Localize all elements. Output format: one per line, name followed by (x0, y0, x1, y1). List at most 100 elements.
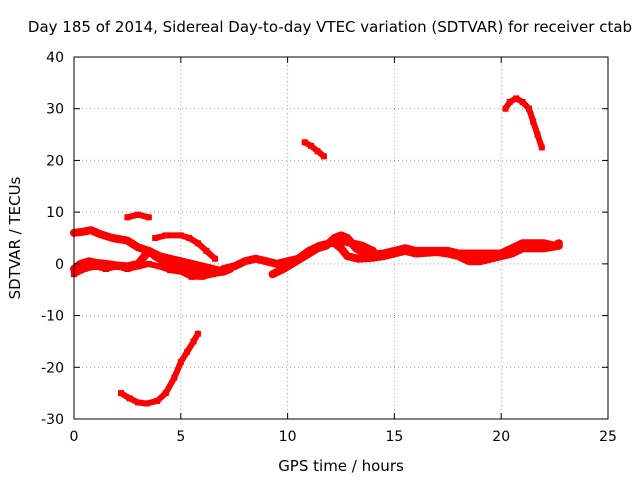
data-point (171, 374, 178, 381)
series-track-a (118, 330, 201, 407)
data-point (280, 266, 287, 272)
data-point (156, 263, 163, 270)
data-point (177, 232, 184, 239)
data-point (288, 260, 295, 267)
data-point (323, 242, 329, 249)
data-point (92, 259, 99, 266)
data-point (141, 253, 148, 260)
chart-title: Day 185 of 2014, Sidereal Day-to-day VTE… (28, 18, 632, 36)
data-point (162, 232, 169, 239)
data-point (513, 95, 520, 102)
data-point (402, 247, 409, 254)
data-point (177, 268, 184, 275)
data-point (135, 244, 142, 251)
data-point (252, 255, 259, 262)
data-point (273, 260, 280, 267)
data-point (530, 245, 537, 252)
y-axis-label: SDTVAR / TECUs (6, 176, 24, 299)
data-point (331, 240, 338, 247)
data-point (209, 266, 216, 272)
data-point (145, 214, 152, 221)
data-point (88, 227, 95, 234)
data-point (199, 273, 206, 280)
data-point (143, 400, 150, 407)
data-point (444, 250, 451, 257)
data-point (508, 245, 515, 252)
data-point (476, 250, 483, 257)
data-point (177, 359, 184, 366)
data-point (194, 330, 201, 337)
data-point (297, 255, 304, 262)
data-point (209, 271, 216, 278)
data-point (103, 260, 109, 267)
data-point (353, 245, 359, 252)
data-point (355, 255, 362, 262)
data-point (162, 390, 169, 397)
data-point (344, 235, 351, 241)
data-point (177, 263, 184, 270)
data-point (145, 247, 152, 254)
data-point (188, 273, 195, 280)
data-point (96, 230, 103, 237)
axis-ticks (73, 56, 609, 420)
data-point (81, 266, 88, 272)
data-point (241, 258, 248, 265)
plot-frame (73, 56, 609, 420)
data-point (306, 250, 312, 257)
data-point (135, 263, 142, 270)
data-point (152, 253, 159, 260)
data-point (314, 245, 321, 252)
data-point (169, 260, 176, 267)
data-point (188, 268, 195, 275)
data-point (184, 348, 191, 355)
x-tick-label: 25 (599, 429, 617, 445)
data-point (135, 399, 142, 406)
y-tick-label: -10 (41, 309, 64, 325)
data-point (538, 144, 545, 151)
data-point (284, 258, 291, 265)
data-point (361, 250, 368, 257)
x-tick-label: 15 (385, 429, 403, 445)
data-point (152, 235, 159, 241)
x-tick-label: 0 (70, 429, 79, 445)
data-point (113, 263, 120, 270)
y-tick-label: -20 (41, 360, 64, 376)
data-point (412, 250, 419, 257)
y-tick-label: -30 (41, 412, 64, 428)
data-point (124, 237, 131, 244)
data-point (502, 105, 509, 112)
data-point (487, 250, 494, 257)
data-point (301, 139, 308, 146)
data-point (370, 254, 376, 261)
data-point (331, 235, 338, 241)
data-point (103, 266, 109, 272)
data-point (167, 255, 174, 262)
data-point (269, 271, 276, 278)
data-point (79, 228, 86, 235)
data-point (466, 250, 473, 257)
x-tick-label: 10 (279, 429, 297, 445)
data-point (124, 214, 131, 221)
data-point (540, 240, 547, 247)
data-point (199, 263, 206, 270)
data-point (212, 255, 218, 262)
data-point (508, 250, 515, 257)
series-track-j (301, 139, 327, 160)
data-point (555, 242, 562, 249)
data-point (338, 232, 344, 239)
data-point (154, 397, 161, 404)
data-point (231, 263, 238, 270)
data-point (530, 118, 537, 125)
data-point (359, 242, 366, 249)
data-point (188, 260, 195, 267)
y-tick-labels: -30 -20 -10 0 10 20 30 40 (41, 50, 64, 428)
data-point (466, 258, 473, 265)
data-point (476, 258, 483, 265)
y-tick-label: 10 (46, 205, 64, 221)
y-tick-label: 0 (55, 257, 64, 273)
data-point (487, 255, 494, 262)
data-point (519, 99, 526, 105)
data-point (220, 266, 227, 272)
data-point (177, 258, 184, 265)
